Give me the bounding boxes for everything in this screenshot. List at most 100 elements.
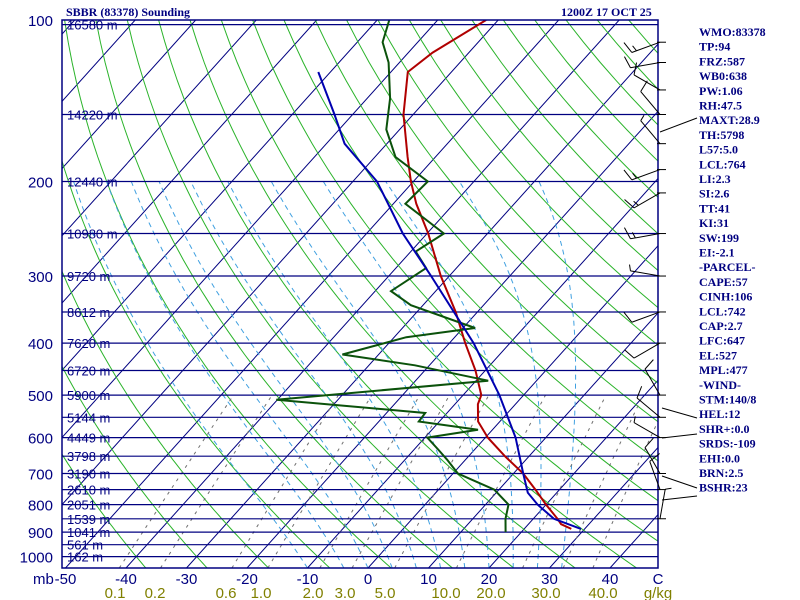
dry-adiabat-line <box>126 20 515 568</box>
pressure-tick-label: 900 <box>28 525 53 542</box>
wind-barb-staff <box>644 368 661 396</box>
stability-index-panel: WMO:83378TP:94FRZ:587WB0:638PW:1.06RH:47… <box>699 25 766 495</box>
isotherm-line <box>62 20 318 304</box>
mixing-ratio-label: 0.2 <box>145 585 166 600</box>
temperature-tick-label: -10 <box>297 571 319 588</box>
isotherm-line <box>549 446 658 568</box>
mixing-ratio-line <box>267 394 373 568</box>
temperature-tick-label: 30 <box>541 571 558 588</box>
index-value: TH:5798 <box>699 128 744 142</box>
moist-adiabat-line <box>538 181 577 568</box>
dewpoint-profile-line <box>276 20 510 533</box>
isotherm-line <box>246 110 658 568</box>
height-label: 6720 m <box>67 364 110 379</box>
height-label: 1041 m <box>67 525 110 540</box>
pressure-tick-label: 700 <box>28 467 53 484</box>
temperature-tick-label: -50 <box>55 571 77 588</box>
temperature-tick-label: 40 <box>602 571 619 588</box>
isotherm-line <box>125 20 620 568</box>
dry-adiabat-line <box>62 365 208 568</box>
height-label: 5144 m <box>67 410 110 425</box>
wind-barb-half-flag <box>640 115 645 121</box>
mixing-ratio-line <box>394 394 490 568</box>
index-value: -WIND- <box>699 378 741 392</box>
wind-barb-half-flag <box>632 45 637 52</box>
dry-adiabat-line <box>158 20 576 568</box>
height-label: 12440 m <box>67 175 118 190</box>
mixing-ratio-line <box>592 419 658 568</box>
wind-barb-staff <box>644 447 661 474</box>
wind-barb-staff <box>659 489 666 519</box>
index-value: WB0:638 <box>699 69 747 83</box>
isotherm-line <box>186 43 658 568</box>
index-value: MAXT:28.9 <box>699 113 760 127</box>
pressure-tick-label: 600 <box>28 431 53 448</box>
index-value: LCL:742 <box>699 304 746 318</box>
index-value: MPL:477 <box>699 363 748 377</box>
wind-barb-staff <box>633 74 661 91</box>
mixing-ratio-line <box>351 394 451 568</box>
index-value: -PARCEL- <box>699 260 755 274</box>
height-label: 2051 m <box>67 498 110 513</box>
wind-barb-staff <box>649 461 661 490</box>
pressure-tick-label: 100 <box>28 13 53 30</box>
background-grid <box>62 20 658 568</box>
wind-barb-half-flag <box>665 487 672 490</box>
mixing-ratio-label: 30.0 <box>531 585 560 600</box>
moist-adiabat-line <box>227 181 442 568</box>
index-value: EHI:0.0 <box>699 451 740 465</box>
mixing-ratio-label: 0.1 <box>105 585 126 600</box>
height-label: 5900 m <box>67 388 110 403</box>
moist-adiabat-line <box>385 181 514 568</box>
wind-barb-staff <box>633 422 661 439</box>
index-pointer-line <box>661 475 698 489</box>
dry-adiabat-line <box>440 20 658 272</box>
temperature-tick-label: -30 <box>176 571 198 588</box>
index-value: KI:31 <box>699 216 729 230</box>
dry-adiabat-line <box>62 159 331 568</box>
mixing-ratio-label: 3.0 <box>335 585 356 600</box>
index-pointer-line <box>661 407 698 419</box>
dry-adiabat-line <box>64 20 392 568</box>
index-value: TP:94 <box>699 40 730 54</box>
wind-barb-staff <box>636 397 661 418</box>
moist-adiabat-line <box>270 181 466 568</box>
wind-barb-flag <box>623 169 633 181</box>
wind-barb-flag <box>623 42 633 53</box>
pressure-tick-label: 500 <box>28 388 53 405</box>
valid-time: 1200Z 17 OCT 25 <box>561 5 652 19</box>
index-value: CINH:106 <box>699 290 752 304</box>
height-label: 9720 m <box>67 269 110 284</box>
wind-barb-flag <box>623 312 633 323</box>
isotherm-line <box>62 20 499 506</box>
mixing-ratio-label: 10.0 <box>431 585 460 600</box>
height-label: 3798 m <box>67 449 110 464</box>
index-value: HEL:12 <box>699 407 740 421</box>
index-value: L57:5.0 <box>699 143 738 157</box>
pressure-tick-label: 1000 <box>20 550 53 567</box>
dry-adiabat-line <box>95 20 453 568</box>
index-pointer-lines <box>659 117 698 501</box>
dry-adiabat-line <box>346 20 658 384</box>
wind-barb-flag <box>636 386 643 399</box>
mixing-ratio-line <box>319 394 421 568</box>
wind-barb-flag <box>624 349 635 359</box>
wind-barb-flag <box>624 199 635 209</box>
index-value: LCL:764 <box>699 157 746 171</box>
height-label: 14220 m <box>67 107 118 122</box>
index-value: SRDS:-109 <box>699 437 756 451</box>
mixing-ratio-label: 20.0 <box>476 585 505 600</box>
wind-barb-flag <box>649 453 660 462</box>
wind-barb-flag <box>623 227 631 239</box>
index-pointer-line <box>661 495 698 501</box>
mixing-ratio-line <box>231 394 339 568</box>
pressure-tick-label: 300 <box>28 269 53 286</box>
index-value: LFC:647 <box>699 334 745 348</box>
index-pointer-line <box>659 117 698 133</box>
height-label: 7620 m <box>67 336 110 351</box>
dry-adiabat-line <box>62 270 269 568</box>
wind-barb-half-flag <box>631 232 636 239</box>
wind-barb-staff <box>640 120 661 144</box>
moist-adiabat-line <box>458 181 542 568</box>
